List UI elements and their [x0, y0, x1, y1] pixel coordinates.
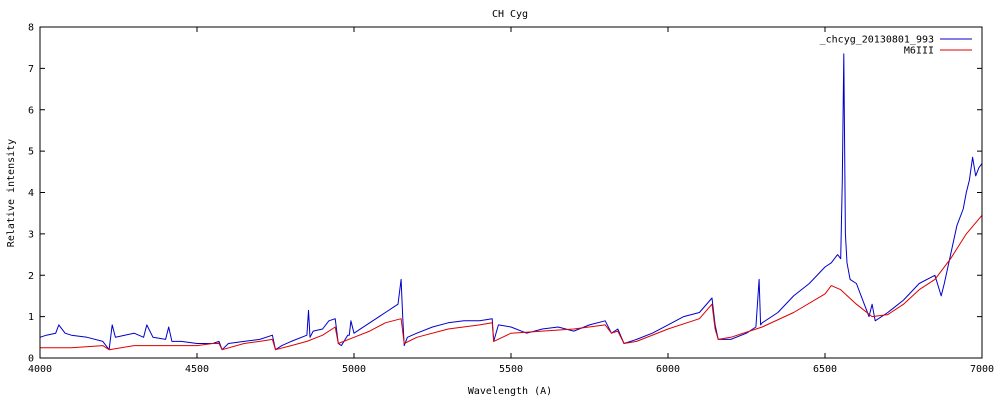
y-tick-label: 3	[28, 229, 34, 240]
y-tick-label: 6	[28, 105, 34, 116]
x-axis: 4000 4500 5000 5500 6000 6500 7000	[28, 27, 994, 375]
y-axis-label: Relative intensity	[6, 139, 17, 247]
y-tick-label: 2	[28, 271, 34, 282]
x-tick-label: 6000	[656, 364, 680, 375]
x-tick-label: 4000	[28, 364, 52, 375]
plot-area	[39, 26, 983, 359]
chart-title: CH Cyg	[492, 9, 528, 20]
x-tick-label: 5000	[342, 364, 366, 375]
series-line-1	[39, 53, 983, 351]
x-tick-label: 5500	[499, 364, 523, 375]
y-tick-label: 5	[28, 147, 34, 158]
legend-label-1: _chcyg_20130801_993	[820, 35, 934, 46]
y-tick-label: 0	[28, 354, 34, 365]
x-tick-label: 7000	[970, 364, 994, 375]
plot-frame	[39, 26, 983, 359]
series-layer	[39, 53, 983, 351]
series-line-2	[40, 214, 983, 351]
legend-label-2: M6III	[904, 46, 934, 57]
x-tick-label: 4500	[185, 364, 209, 375]
y-axis: 0 1 2 3 4 5 6 7 8	[28, 23, 982, 365]
x-tick-label: 6500	[813, 364, 837, 375]
y-tick-label: 1	[28, 312, 34, 323]
x-axis-label: Wavelength (A)	[468, 386, 552, 397]
y-tick-label: 7	[28, 64, 34, 75]
y-tick-label: 8	[28, 23, 34, 34]
y-tick-label: 4	[28, 188, 34, 199]
